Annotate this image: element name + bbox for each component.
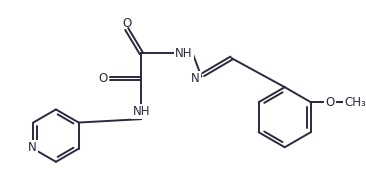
Text: O: O [325, 96, 335, 109]
Text: NH: NH [175, 47, 193, 60]
Text: NH: NH [132, 105, 150, 118]
Text: N: N [28, 141, 37, 154]
Text: CH₃: CH₃ [344, 96, 366, 109]
Text: O: O [99, 72, 108, 85]
Text: N: N [191, 72, 200, 85]
Text: O: O [122, 17, 131, 30]
